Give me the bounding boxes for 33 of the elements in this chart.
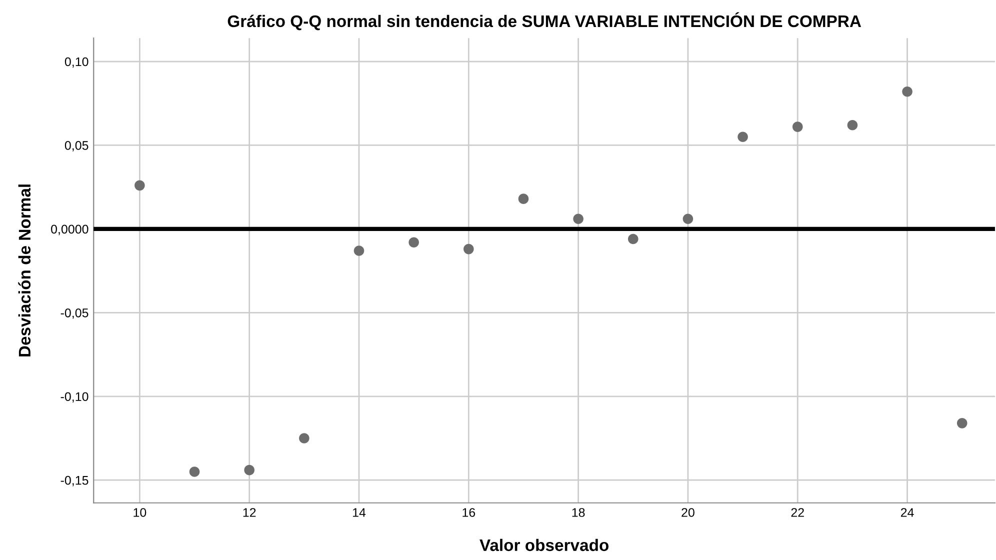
y-tick-label: -0,15 xyxy=(60,476,88,486)
point xyxy=(573,214,584,224)
chart-title: Gráfico Q-Q normal sin tendencia de SUMA VARIABLE INTENCIÓN DE COMPRA xyxy=(228,12,862,30)
y-tick-label: -0,05 xyxy=(60,308,88,319)
point xyxy=(956,418,968,428)
x-axis-title: Valor observado xyxy=(480,538,609,552)
x-tick-label: 22 xyxy=(791,508,804,517)
y-tick-label: 0,0000 xyxy=(51,224,88,236)
point xyxy=(792,122,803,132)
point xyxy=(464,244,474,254)
y-tick-label: -0,10 xyxy=(60,392,88,403)
y-axis-title: Desviación de Normal xyxy=(18,184,31,356)
x-tick-label: 20 xyxy=(682,508,694,517)
x-tick-label: 14 xyxy=(352,508,366,517)
x-tick-label: 18 xyxy=(572,508,585,517)
x-tick-label: 10 xyxy=(134,508,146,517)
x-tick-label: 24 xyxy=(900,508,914,517)
x-tick-label: 12 xyxy=(243,508,256,517)
point xyxy=(189,466,200,477)
point xyxy=(738,132,748,142)
point xyxy=(847,120,858,130)
x-tick-label: 16 xyxy=(462,508,476,517)
point xyxy=(902,86,912,97)
y-tick-label: 0,10 xyxy=(64,57,88,68)
point xyxy=(354,246,364,256)
point xyxy=(134,180,145,191)
point xyxy=(299,433,310,444)
point xyxy=(628,234,638,244)
point xyxy=(244,464,254,476)
point xyxy=(408,237,419,248)
y-tick-label: 0,05 xyxy=(64,141,88,152)
point xyxy=(518,194,529,204)
point xyxy=(682,214,694,224)
